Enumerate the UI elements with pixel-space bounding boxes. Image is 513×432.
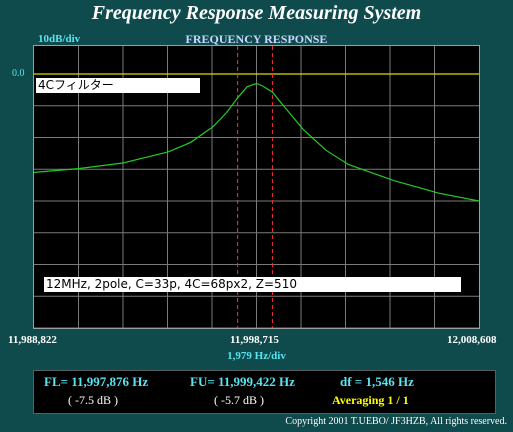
fl-db-readout: ( -7.5 dB ) [68,393,118,407]
x-tick-left: 11,988,822 [8,334,57,346]
fu-db-readout: ( -5.7 dB ) [214,393,264,407]
config-note-label: 12MHz, 2pole, C=33p, 4C=68px2, Z=510 [44,277,461,292]
scale-label: 10dB/div [38,33,81,45]
plot-area[interactable]: 4Cフィルター 12MHz, 2pole, C=33p, 4C=68px2, Z… [33,45,480,329]
results-panel: FL= 11,997,876 Hz FU= 11,999,422 Hz df =… [33,370,496,414]
filter-name-label: 4Cフィルター [36,78,200,93]
df-readout: df = 1,546 Hz [340,374,414,389]
hz-per-div-label: 1,979 Hz/div [227,350,286,362]
ref-level-label: 0.0 [12,68,25,79]
copyright-text: Copyright 2001 T.UEBO/ JF3HZB, All right… [285,416,507,427]
fl-readout: FL= 11,997,876 Hz [44,374,149,389]
fu-readout: FU= 11,999,422 Hz [190,374,295,389]
chart-subtitle: FREQUENCY RESPONSE [185,32,328,46]
response-trace-line [34,82,479,202]
x-tick-right: 12,008,608 [447,334,497,346]
app-title: Frequency Response Measuring System [91,2,422,24]
x-tick-center: 11,998,715 [230,334,279,346]
averaging-readout: Averaging 1 / 1 [332,393,409,407]
